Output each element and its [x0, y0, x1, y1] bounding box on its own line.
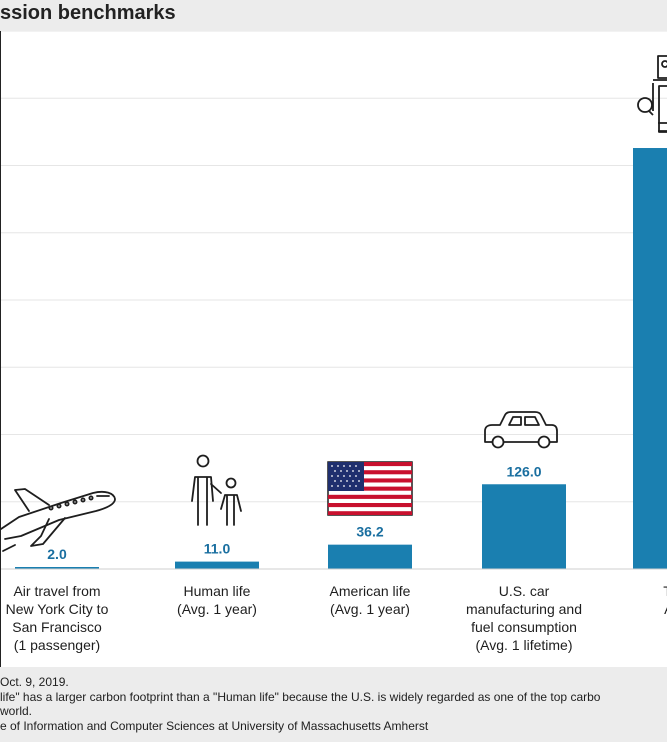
us-flag-icon — [327, 461, 413, 516]
category-label: Human life (Avg. 1 year) — [177, 583, 257, 617]
category-label: American life (Avg. 1 year) — [329, 583, 411, 617]
bars — [15, 148, 667, 569]
footnote-american-life: life" has a larger carbon footprint than… — [0, 689, 601, 704]
gridlines — [1, 31, 667, 503]
category-label: Trai AI r — [600, 582, 667, 618]
bar — [633, 148, 667, 569]
category-label: Air travel from New York City to San Fra… — [5, 583, 109, 653]
bar — [15, 567, 99, 569]
footnote-world: world. — [0, 704, 33, 718]
car-icon — [484, 411, 558, 449]
footnote-date: Oct. 9, 2019. — [0, 675, 69, 689]
category-label: U.S. car manufacturing and fuel consumpt… — [466, 583, 582, 653]
value-label: 126.0 — [506, 463, 541, 479]
bar — [328, 544, 412, 569]
bar — [482, 484, 566, 569]
value-label: 11.0 — [204, 541, 231, 557]
family-icon — [191, 454, 242, 526]
chart-title: ssion benchmarks — [0, 2, 176, 24]
value-label: 36.2 — [356, 524, 383, 540]
robot-icon — [637, 55, 667, 133]
value-label: 2.0 — [47, 546, 67, 562]
bar — [175, 561, 259, 569]
airplane-icon — [1, 488, 116, 552]
footnote-source: e of Information and Computer Sciences a… — [0, 718, 429, 733]
footnotes: Oct. 9, 2019. life" has a larger carbon … — [0, 675, 667, 733]
